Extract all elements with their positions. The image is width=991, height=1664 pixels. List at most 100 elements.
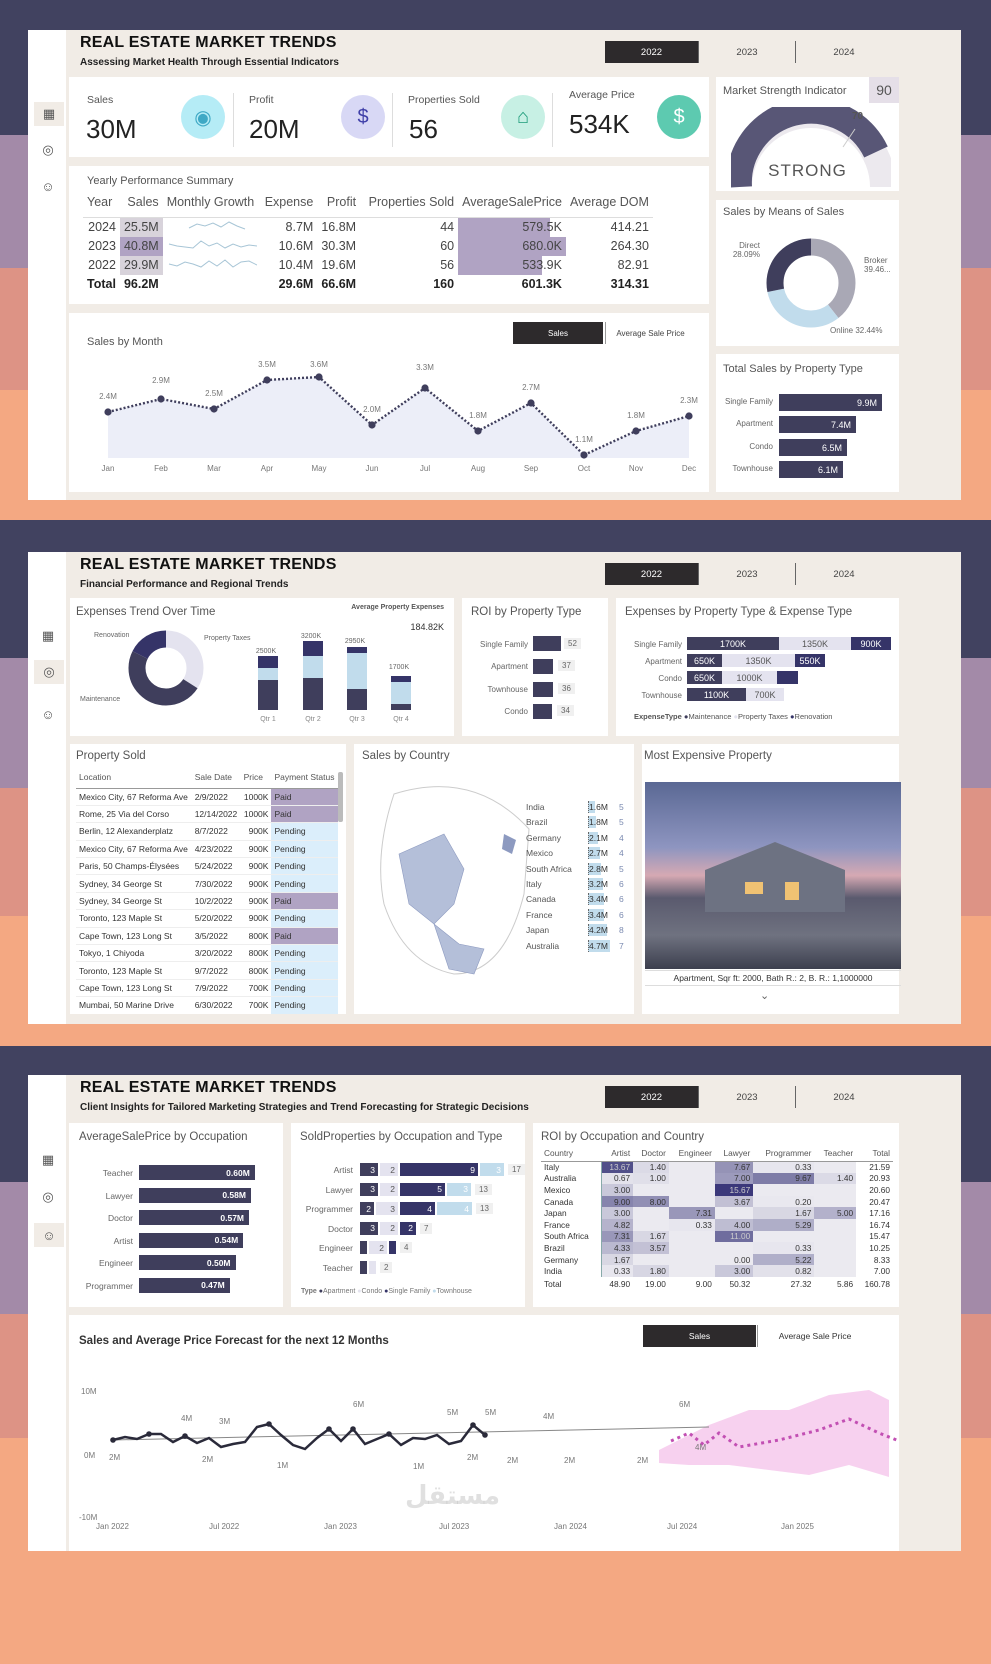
table-row[interactable]: Sydney, 34 George St 10/2/2022 900K Paid [76,892,338,911]
occupation-bar[interactable]: 0.50M [139,1255,236,1270]
segment[interactable] [369,1260,376,1274]
segment[interactable]: 3 [360,1182,378,1196]
country-bar[interactable] [588,878,603,890]
nav-financial-icon[interactable]: ◎ [42,142,54,157]
roi-bar-apartment[interactable] [533,659,553,674]
col-dom[interactable]: Average DOM [569,195,649,209]
year-2022-button[interactable]: 2022 [605,41,698,63]
year-2022-button[interactable]: 2022 [605,563,698,585]
roi-col[interactable]: Total [856,1145,893,1162]
col-profit[interactable]: Profit [326,195,357,209]
segment[interactable]: 2 [380,1182,398,1196]
segment[interactable]: 3 [447,1182,471,1196]
nav-financial-icon[interactable]: ◎ [42,1189,54,1204]
nav-clients-icon[interactable]: ☺ [34,1223,64,1247]
col-location[interactable]: Location [76,766,192,789]
table-row[interactable]: Cape Town, 123 Long St 7/9/2022 700K Pendin… [76,979,338,998]
forecast-avg-price-toggle[interactable]: Average Sale Price [757,1325,872,1347]
col-expense[interactable]: Expense [264,195,314,209]
segment[interactable]: 9 [400,1163,478,1176]
table-row[interactable]: Paris, 50 Champs-Élysées 5/24/2022 900K Pen… [76,857,338,876]
segment[interactable]: 2 [360,1202,374,1215]
table-scrollbar[interactable] [338,772,343,822]
col-growth[interactable]: Monthly Growth [166,195,255,209]
roi-col[interactable]: Programmer [753,1145,815,1162]
year-2024-button[interactable]: 2024 [795,563,892,585]
table-row[interactable]: Toronto, 123 Maple St 5/20/2022 900K Pendin… [76,909,338,928]
roi-col[interactable]: Engineer [668,1145,715,1162]
col-price[interactable]: Price [240,766,272,789]
chevron-down-icon[interactable]: ⌄ [760,990,770,1002]
table-row[interactable]: Cape Town, 123 Long St 3/5/2022 800K Paid [76,927,338,946]
nav-overview-icon[interactable]: ▦ [41,1152,55,1167]
segment[interactable]: 3 [376,1202,398,1215]
year-2024-button[interactable]: 2024 [795,41,892,63]
nav-overview-icon[interactable]: ▦ [41,628,55,643]
col-payment-status[interactable]: Payment Status [271,766,338,789]
occupation-bar[interactable]: 0.57M [139,1210,249,1225]
roi-col[interactable]: Country [541,1145,602,1162]
forecast-sales-toggle[interactable]: Sales [643,1325,756,1347]
country-bar[interactable] [588,893,604,906]
table-row[interactable]: Tokyo, 1 Chiyoda 3/20/2022 800K Pending [76,944,338,963]
occupation-bar[interactable]: 0.47M [139,1277,230,1293]
year-2024-button[interactable]: 2024 [795,1086,892,1108]
country-bar[interactable] [588,847,601,860]
country-bar[interactable] [588,939,610,952]
segment[interactable]: 4 [437,1202,472,1215]
roi-bar-single-family[interactable] [533,636,561,651]
segment[interactable]: 3 [360,1163,378,1176]
col-sale-date[interactable]: Sale Date [191,766,241,789]
roi-col[interactable]: Artist [601,1145,634,1162]
avg-price-toggle[interactable]: Average Sale Price [605,322,695,344]
roi-bar-townhouse[interactable] [533,682,553,697]
segment[interactable]: 2 [380,1221,398,1235]
year-2022-button[interactable]: 2022 [605,1086,698,1108]
country-bar[interactable] [588,924,608,937]
country-bar[interactable] [588,908,604,921]
country-bar[interactable] [588,816,597,829]
year-2023-button[interactable]: 2023 [698,563,795,585]
col-year[interactable]: Year [87,195,113,209]
country-bar[interactable] [588,801,596,813]
col-sales[interactable]: Sales [127,195,159,209]
segment[interactable]: 4 [400,1202,435,1215]
bar-condo[interactable]: 6.5M [779,439,847,456]
country-bar[interactable] [588,831,598,844]
table-row[interactable]: Toronto, 123 Maple St 9/7/2022 800K Pending [76,961,338,980]
table-row[interactable]: Sydney, 34 George St 7/30/2022 900K Pending [76,874,338,893]
segment[interactable] [389,1241,396,1254]
col-sold[interactable]: Properties Sold [368,195,455,209]
table-row[interactable]: Mexico City, 67 Reforma Ave 2/9/2022 1000K… [76,788,338,806]
occupation-bar[interactable]: 0.54M [139,1232,244,1248]
roi-col[interactable]: Teacher [814,1145,857,1162]
segment[interactable]: 2 [400,1221,416,1235]
occupation-bar[interactable]: 0.60M [139,1165,255,1180]
country-bar[interactable] [588,862,601,875]
table-row[interactable]: Mumbai, 50 Marine Drive 6/30/2022 700K Pend… [76,996,338,1014]
nav-clients-icon[interactable]: ☺ [41,706,55,722]
nav-overview-icon[interactable]: ▦ [34,102,64,126]
segment[interactable]: 3 [480,1163,504,1176]
segment[interactable]: 3 [360,1221,378,1235]
sales-toggle[interactable]: Sales [513,322,603,344]
year-2023-button[interactable]: 2023 [698,1086,795,1108]
roi-col[interactable]: Lawyer [714,1145,754,1162]
segment[interactable]: 2 [380,1163,398,1176]
bar-apartment[interactable]: 7.4M [779,416,856,433]
bar-townhouse[interactable]: 6.1M [779,461,843,478]
segment[interactable] [360,1260,367,1274]
table-row[interactable]: Berlin, 12 Alexanderplatz 8/7/2022 900K Pen… [76,822,338,841]
bar-single-family[interactable]: 9.9M [779,394,882,411]
col-avg-price[interactable]: AverageSalePrice [462,195,562,209]
roi-bar-condo[interactable] [533,704,552,719]
segment[interactable]: 2 [369,1241,387,1254]
segment[interactable] [360,1241,367,1254]
table-row[interactable]: Rome, 25 Via del Corso 12/14/2022 1000K Pai… [76,805,338,824]
table-row[interactable]: Mexico City, 67 Reforma Ave 4/23/2022 900K… [76,840,338,859]
segment[interactable]: 5 [400,1182,445,1196]
nav-clients-icon[interactable]: ☺ [41,178,55,194]
occupation-bar[interactable]: 0.58M [139,1187,251,1203]
year-2023-button[interactable]: 2023 [698,41,795,63]
roi-col[interactable]: Doctor [633,1145,669,1162]
